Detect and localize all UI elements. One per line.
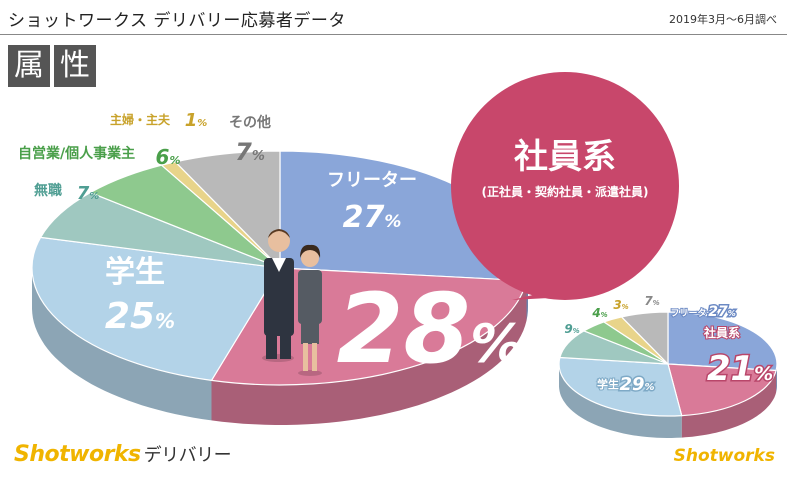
small-label-employee: 社員系 [703,325,740,340]
main-value-freeter: 27% [343,200,402,235]
callout-label: 社員系 [514,137,616,177]
main-label-student: 学生 [105,255,165,290]
main-pie-slice-6 [174,150,281,270]
main-pie-side-2 [32,268,212,421]
small-value-employee: 21% [707,349,773,389]
survey-period: 2019年3月〜6月調べ [669,13,777,26]
main-value-unemployed: 7% [77,183,100,204]
main-label-housewife: 主婦・主夫 [110,112,171,127]
small-pie-slice-6 [620,311,669,366]
small-value-freeter: 27% [708,304,736,320]
small-pie-slice-2 [558,356,683,417]
shotworks-delivery-logo: Shotworks デリバリー [14,441,232,467]
small-value-unemployed: 9% [564,322,579,336]
main-pie-slice-2 [31,236,281,382]
main-value-housewife: 1% [185,110,208,131]
small-pie-slice-1 [667,363,777,417]
small-pie-top [558,311,778,417]
shotworks-logo: Shotworks [673,446,775,466]
main-pie-side-1 [211,280,527,425]
small-label-freeter: フリーター [670,307,715,319]
small-pie-slice-0 [667,311,778,372]
main-label-other: その他 [229,114,271,131]
business-people-illustration [262,229,322,376]
brand-name: Shotworks [14,442,141,467]
main-value-other: 7% [235,138,265,166]
callout-sublabel: (正社員・契約社員・派遣社員) [482,184,649,199]
section-tag-char-2: 性 [54,45,96,87]
small-pie-side-1 [681,370,777,438]
small-value-other: 7% [644,294,659,308]
small-pie-side-2 [559,364,682,438]
page-title: ショットワークス デリバリー応募者データ [8,11,346,31]
main-label-unemployed: 無職 [34,182,62,199]
brand-suffix: デリバリー [143,445,232,466]
employee-callout [451,72,679,300]
main-value-self-employed: 6% [156,145,181,169]
small-value-self-employed: 4% [591,306,607,320]
small-value-student: 29% [619,374,654,395]
main-value-employee: 28% [337,273,524,385]
header-divider [0,34,787,35]
small-label-student: 学生 [597,377,619,391]
section-tag-char-1: 属 [8,45,50,87]
main-value-student: 25% [105,296,175,337]
main-label-freeter: フリーター [327,170,417,191]
small-value-housewife: 3% [613,298,628,312]
main-label-self-employed: 自営業/個人事業主 [18,145,135,162]
main-pie-slice-3 [39,191,281,269]
